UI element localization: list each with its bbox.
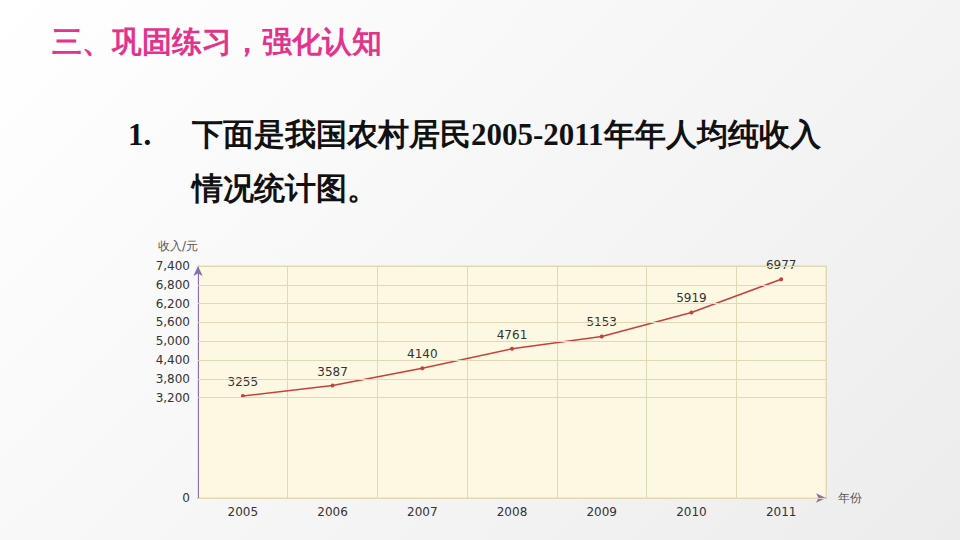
svg-text:4,400: 4,400 [156, 353, 190, 367]
svg-text:6977: 6977 [766, 258, 797, 272]
svg-text:收入/元: 收入/元 [158, 239, 198, 253]
svg-text:3587: 3587 [317, 365, 348, 379]
svg-text:2008: 2008 [497, 505, 528, 519]
svg-text:6,200: 6,200 [156, 297, 190, 311]
svg-text:3,800: 3,800 [156, 372, 190, 386]
html-text:下面是我国农村居民2005-2011年年人均纯收入情况统计图: 下面是我国农村居民2005-2011年年人均纯收入情况统计图。 [192, 117, 821, 206]
svg-text:0: 0 [182, 491, 190, 505]
svg-text:5153: 5153 [586, 315, 617, 330]
svg-text:2011: 2011 [766, 505, 797, 519]
html-text:三、巩固练习，强化认知: 三、巩固练习，强化认知 [52, 24, 382, 59]
svg-text:3,200: 3,200 [156, 391, 190, 405]
svg-text:4761: 4761 [497, 328, 528, 342]
svg-text:2006: 2006 [317, 505, 348, 519]
svg-text:4140: 4140 [407, 347, 438, 361]
svg-text:5919: 5919 [676, 291, 707, 306]
svg-text:5,600: 5,600 [156, 315, 190, 329]
svg-text:2010: 2010 [676, 505, 707, 519]
svg-text:2007: 2007 [407, 505, 438, 519]
svg-text:2005: 2005 [228, 505, 259, 519]
svg-text:6,800: 6,800 [156, 278, 190, 292]
svg-text:5,000: 5,000 [156, 334, 190, 348]
svg-text:7,400: 7,400 [156, 259, 190, 273]
svg-text:3255: 3255 [228, 375, 259, 389]
svg-text:2009: 2009 [586, 505, 617, 519]
html-text:1.: 1. [128, 117, 152, 152]
svg-text:年份: 年份 [838, 491, 862, 505]
